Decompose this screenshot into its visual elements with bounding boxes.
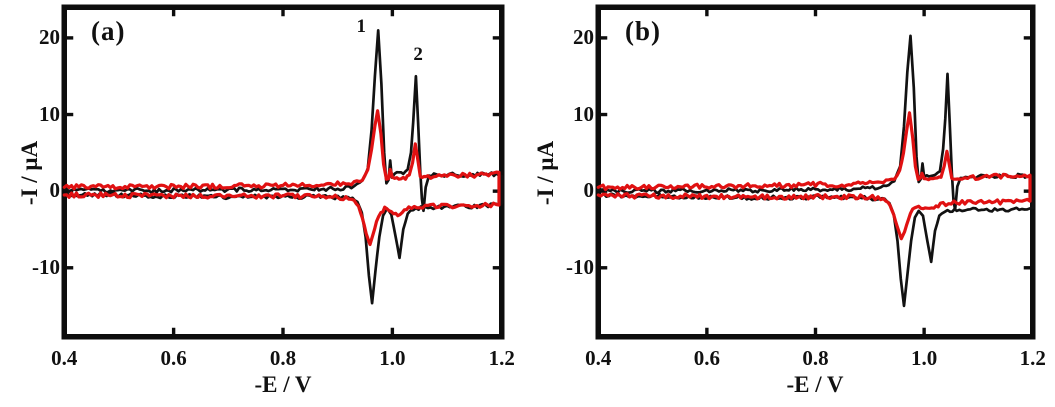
y-tick-label: 0 bbox=[583, 178, 595, 203]
x-tick-label: 0.8 bbox=[269, 346, 297, 370]
y-tick-label: 10 bbox=[39, 101, 60, 126]
y-tick-label: 0 bbox=[49, 178, 61, 203]
black-curve bbox=[596, 34, 1035, 308]
x-tick-label: 0.8 bbox=[802, 346, 829, 370]
peak-label-1: 1 bbox=[356, 15, 366, 37]
panel-b-x-axis-title: -E / V bbox=[786, 372, 844, 397]
y-tick-label: 20 bbox=[573, 24, 594, 49]
plot-spines bbox=[595, 4, 1036, 340]
panel-a-label: (a) bbox=[91, 16, 126, 46]
panel-a-x-axis-title: -E / V bbox=[254, 372, 312, 397]
x-tick-label: 1.2 bbox=[1019, 346, 1046, 370]
x-tick-label: 1.0 bbox=[911, 346, 938, 370]
y-tick-label: -10 bbox=[566, 254, 594, 279]
panel-a-plot-area bbox=[61, 4, 505, 340]
x-tick-label: 0.4 bbox=[585, 346, 612, 370]
y-tick-label: -10 bbox=[32, 254, 60, 279]
x-tick-label: 0.6 bbox=[693, 346, 720, 370]
red-curve bbox=[62, 109, 501, 247]
peak-label-2: 2 bbox=[413, 44, 423, 66]
x-tick-label: 0.6 bbox=[160, 346, 187, 370]
x-tick-label: 1.2 bbox=[488, 346, 515, 370]
x-tick-label: 1.0 bbox=[379, 346, 406, 370]
panel-b-plot-area bbox=[595, 4, 1036, 340]
panel-b-label: (b) bbox=[625, 16, 661, 46]
y-tick-label: 20 bbox=[39, 24, 60, 49]
y-tick-label: 10 bbox=[573, 101, 594, 126]
x-tick-label: 0.4 bbox=[51, 346, 78, 370]
red-curve bbox=[596, 111, 1032, 241]
